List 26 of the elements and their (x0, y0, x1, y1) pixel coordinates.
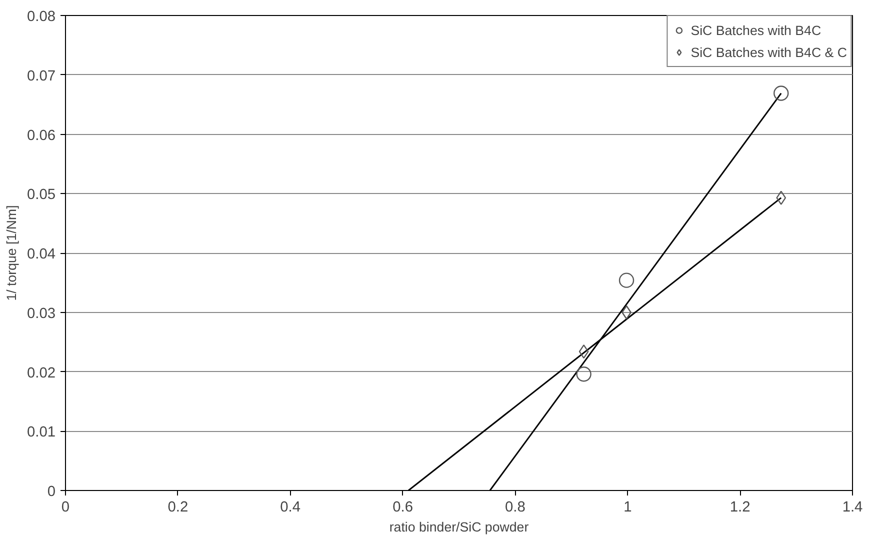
legend-label: SiC Batches with B4C (690, 22, 822, 38)
point (776, 190, 786, 205)
x-tick-label: 1.4 (842, 500, 863, 516)
x-tick-label: 0 (61, 500, 70, 516)
point (774, 86, 789, 101)
x-tick-label: 0.2 (168, 500, 188, 516)
legend-label: SiC Batches with B4C & C (690, 44, 847, 60)
y-tick-label: 0.05 (26, 187, 56, 204)
y-tick-label: 0.06 (26, 128, 56, 144)
y-tick-label: 0.03 (26, 306, 56, 322)
y-tick-label: 0.02 (26, 365, 56, 382)
y-axis-title: 1/ torque [1/Nm] (4, 205, 19, 301)
point (578, 344, 589, 359)
y-tick-label: 0 (47, 484, 56, 500)
x-tick-label: 0.4 (280, 500, 301, 516)
y-tick-label: 0.04 (26, 246, 56, 262)
y-tick-label: 0.07 (26, 68, 56, 84)
point (618, 272, 634, 288)
x-tick-label: 1 (624, 500, 632, 516)
x-tick-label: 1.2 (730, 500, 750, 516)
y-tick-label: 0.01 (26, 424, 56, 441)
y-tick-label: 0.08 (26, 9, 56, 25)
x-tick-label: 0.6 (392, 500, 413, 516)
point (576, 366, 592, 382)
x-axis-title: ratio binder/SiC powder (389, 520, 530, 534)
x-tick-label: 0.8 (505, 500, 526, 516)
